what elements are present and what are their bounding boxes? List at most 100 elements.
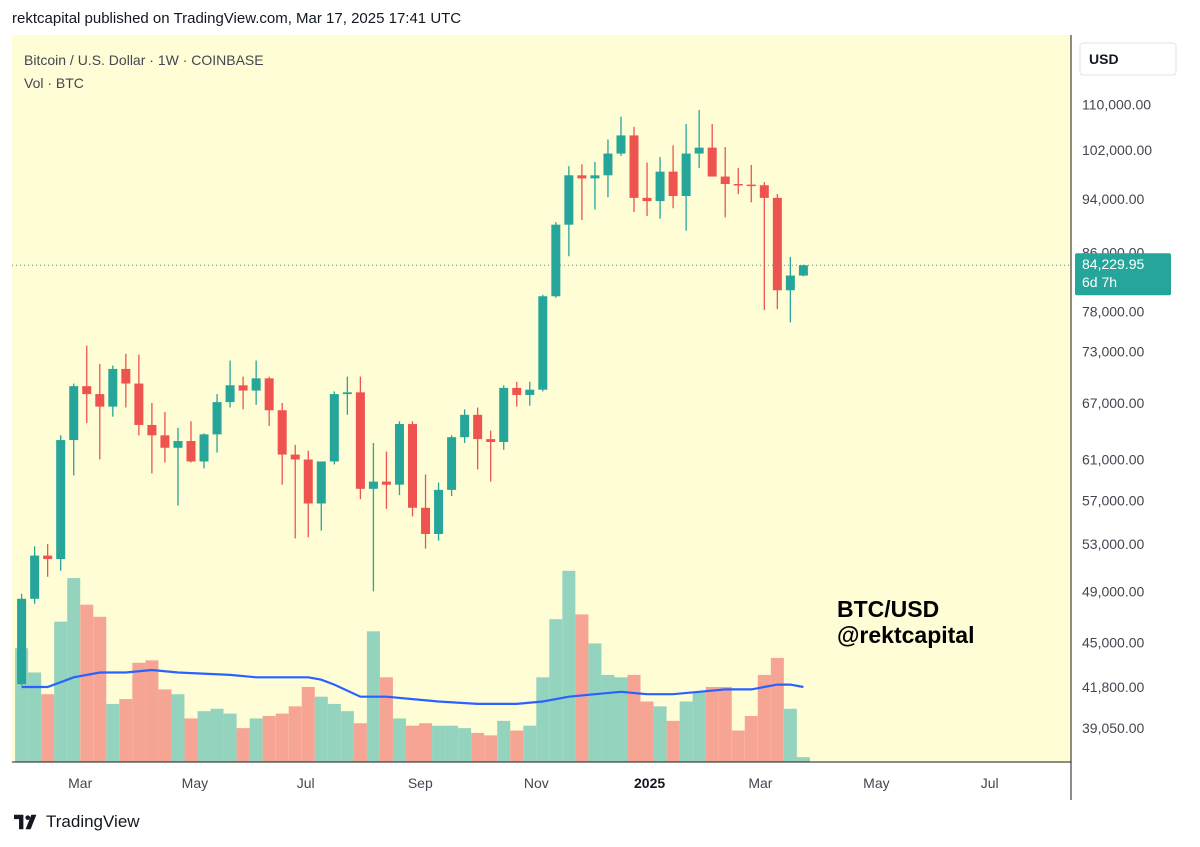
- candle-body: [251, 378, 261, 391]
- candle: [147, 403, 157, 474]
- candle: [303, 450, 313, 538]
- svg-text:BTC/USD: BTC/USD: [837, 596, 939, 622]
- price-tick-label: 57,000.00: [1082, 492, 1144, 508]
- candle-body: [212, 402, 222, 435]
- price-tick-label: 73,000.00: [1082, 343, 1144, 359]
- candle-body: [473, 414, 483, 440]
- candle-body: [603, 153, 613, 176]
- candle-body: [447, 437, 457, 490]
- candle: [525, 381, 535, 406]
- candle-body: [720, 176, 730, 184]
- candle: [720, 147, 730, 218]
- volume-bar: [158, 689, 172, 762]
- price-tick-label: 94,000.00: [1082, 191, 1144, 207]
- price-tick-label: 78,000.00: [1082, 304, 1144, 320]
- volume-bar: [419, 723, 433, 762]
- candle-body: [303, 459, 313, 504]
- candle-body: [186, 441, 196, 462]
- candle: [238, 376, 248, 410]
- candles: [17, 110, 808, 686]
- volume-bar: [536, 677, 550, 762]
- volume-bar: [549, 619, 563, 762]
- candle-body: [160, 435, 170, 448]
- candle-body: [590, 175, 600, 179]
- candle: [694, 110, 704, 168]
- candle: [434, 482, 444, 541]
- volume-bar: [523, 725, 537, 762]
- volume-bar: [262, 716, 276, 762]
- candle: [538, 294, 548, 392]
- volume-bars: [15, 570, 810, 762]
- candle-body: [681, 153, 691, 196]
- volume-bar: [210, 708, 224, 762]
- volume-label: Vol · BTC: [24, 75, 84, 91]
- volume-bar: [106, 703, 120, 762]
- candle: [421, 474, 431, 549]
- currency-box[interactable]: [1079, 42, 1177, 76]
- volume-bar: [432, 725, 446, 762]
- candle-body: [329, 394, 339, 462]
- candle: [290, 444, 300, 539]
- candle-body: [798, 265, 808, 276]
- candle: [460, 409, 470, 443]
- candle: [329, 391, 339, 465]
- candle: [368, 442, 378, 592]
- candle: [629, 126, 639, 213]
- price-chart[interactable]: 110,000.00 102,000.00 94,000.00 86,000.00 78…: [12, 35, 1194, 800]
- volume-bar: [28, 672, 42, 762]
- candle: [43, 544, 53, 577]
- candle: [772, 194, 782, 310]
- volume-bar: [679, 701, 693, 762]
- candle: [798, 264, 808, 277]
- volume-bar: [314, 696, 328, 762]
- candle-body: [17, 598, 27, 685]
- volume-bar: [458, 728, 472, 762]
- volume-bar: [80, 604, 94, 762]
- volume-bar: [471, 732, 485, 762]
- candle-body: [421, 507, 431, 534]
- candle-body: [694, 147, 704, 154]
- time-tick-label: Jul: [297, 775, 315, 791]
- candle: [564, 166, 574, 257]
- tradingview-brand[interactable]: TradingView: [14, 812, 140, 832]
- candle: [590, 161, 600, 210]
- candle-body: [277, 410, 287, 455]
- candle-body: [342, 392, 352, 395]
- price-tick-label: 39,050.00: [1082, 720, 1144, 736]
- volume-bar: [54, 621, 68, 762]
- last-price-badge: 84,229.95 6d 7h: [1075, 253, 1171, 296]
- candle-body: [616, 135, 626, 154]
- candle: [264, 376, 274, 426]
- volume-bar: [653, 706, 667, 762]
- candle: [277, 403, 287, 485]
- volume-bar: [601, 674, 615, 762]
- time-tick-label: May: [863, 775, 889, 791]
- candle: [173, 427, 183, 506]
- candle: [186, 421, 196, 463]
- candle-body: [772, 197, 782, 291]
- volume-bar: [41, 694, 55, 762]
- time-tick-label: Mar: [68, 775, 92, 791]
- volume-bar: [666, 720, 680, 762]
- time-axis[interactable]: Mar May Jul Sep Nov 2025 Mar May Jul: [68, 775, 999, 791]
- volume-bar: [510, 730, 524, 762]
- price-axis[interactable]: 110,000.00102,000.0094,000.0086,000.0078…: [1082, 97, 1152, 737]
- volume-bar: [731, 730, 745, 762]
- candle-body: [525, 389, 535, 395]
- candle-body: [746, 184, 756, 187]
- candle-body: [56, 440, 66, 560]
- time-tick-label: May: [182, 775, 208, 791]
- tradingview-logo-icon: [14, 814, 37, 830]
- candle: [707, 124, 717, 177]
- volume-bar: [353, 723, 367, 762]
- candle: [17, 593, 27, 686]
- candle-body: [512, 387, 522, 395]
- candle-body: [290, 454, 300, 460]
- currency-label[interactable]: USD: [1089, 51, 1119, 67]
- candle-body: [108, 368, 118, 407]
- candle: [160, 412, 170, 463]
- candle: [642, 162, 652, 217]
- volume-bar: [119, 699, 133, 762]
- plot-background: [12, 35, 1071, 762]
- candle: [355, 376, 365, 500]
